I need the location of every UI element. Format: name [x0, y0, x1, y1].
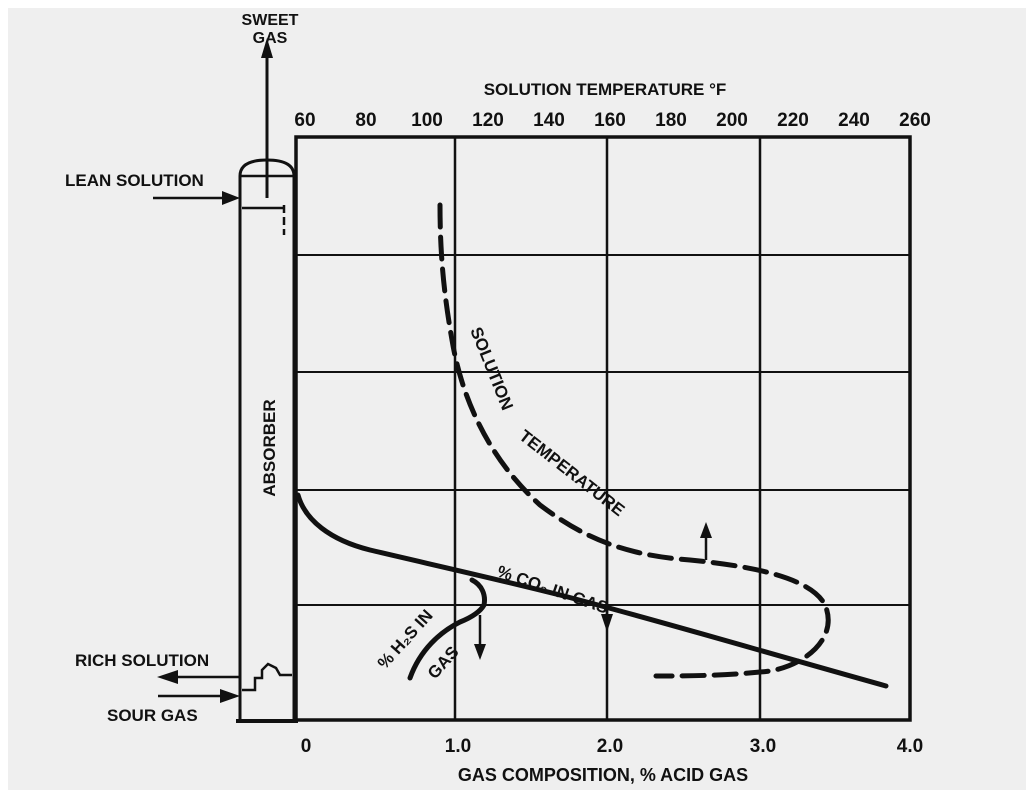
bottom-tick: 3.0: [750, 736, 776, 757]
absorber-profile-diagram: SOLUTION TEMPERATURE °F 60 80 100 120 14…: [65, 12, 931, 785]
top-tick: 220: [777, 110, 809, 131]
co2-in-gas-label: % CO₂ IN GAS: [495, 562, 611, 618]
solution-temperature-label-word1: SOLUTION: [466, 324, 517, 413]
bottom-tick: 2.0: [597, 736, 623, 757]
sour-gas-arrow-icon: [158, 689, 240, 703]
diagram-canvas: SOLUTION TEMPERATURE °F 60 80 100 120 14…: [8, 8, 1026, 790]
sweet-gas-label-line1: SWEET: [242, 12, 299, 29]
solution-temperature-curve: [437, 202, 831, 679]
co2-down-arrow-icon: [601, 540, 613, 632]
bottom-tick: 0: [301, 736, 312, 757]
bottom-axis-ticks: 0 1.0 2.0 3.0 4.0: [301, 736, 924, 757]
top-tick: 100: [411, 110, 443, 131]
plot-frame: [294, 135, 912, 722]
bottom-tick: 1.0: [445, 736, 471, 757]
rich-solution-label: RICH SOLUTION: [75, 651, 209, 670]
top-tick: 260: [899, 110, 931, 131]
h2s-down-arrow-icon: [474, 615, 486, 660]
rich-solution-arrow-icon: [157, 670, 240, 684]
top-tick: 240: [838, 110, 870, 131]
sweet-gas-label-line2: GAS: [253, 30, 288, 47]
top-tick: 60: [294, 110, 315, 131]
lean-solution-label: LEAN SOLUTION: [65, 171, 204, 190]
solution-temperature-label-word2: TEMPERATURE: [516, 426, 629, 520]
top-axis-ticks: 60 80 100 120 140 160 180 200 220 240 26…: [294, 110, 930, 131]
top-tick: 200: [716, 110, 748, 131]
bottom-axis-title: GAS COMPOSITION, % ACID GAS: [458, 765, 748, 785]
h2s-in-gas-label-line1: % H₂S IN: [374, 606, 437, 673]
bottom-tick: 4.0: [897, 736, 923, 757]
plot-grid: [294, 135, 912, 722]
h2s-in-gas-curve: [407, 577, 487, 681]
temperature-up-arrow-icon: [700, 522, 712, 560]
absorber-label: ABSORBER: [260, 399, 279, 496]
top-tick: 80: [355, 110, 376, 131]
h2s-in-gas-label-line2: GAS: [424, 643, 463, 683]
co2-in-gas-curve: [295, 492, 889, 689]
top-axis-title: SOLUTION TEMPERATURE °F: [484, 80, 727, 99]
top-tick: 180: [655, 110, 687, 131]
lean-solution-arrow-icon: [153, 191, 240, 205]
top-tick: 140: [533, 110, 565, 131]
top-tick: 160: [594, 110, 626, 131]
top-tick: 120: [472, 110, 504, 131]
sour-gas-label: SOUR GAS: [107, 706, 198, 725]
absorber-column: [236, 38, 298, 723]
